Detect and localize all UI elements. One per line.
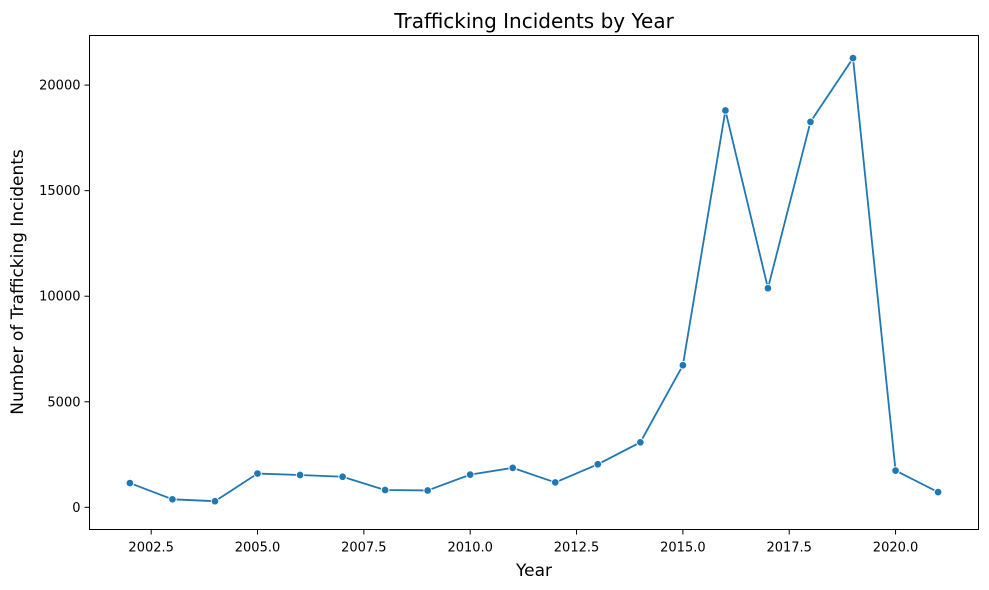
data-point [508,463,517,473]
data-point [678,361,688,370]
data-point [933,487,943,497]
x-tick-label: 2005.0 [235,541,281,556]
data-point [593,460,603,469]
x-tick-label: 2012.5 [554,541,600,556]
data-point [551,478,560,487]
y-tick-label: 15000 [39,184,80,199]
y-axis-label: Number of Trafficking Incidents [8,149,28,415]
x-tick-label: 2017.5 [766,541,812,556]
data-point [380,485,390,495]
y-tick-label: 10000 [39,290,80,305]
plot-frame [89,35,979,530]
data-point [721,106,730,115]
data-point [636,438,645,447]
data-point [763,283,773,293]
x-axis-label: Year [515,561,552,581]
y-tick-label: 0 [72,501,80,516]
x-tick-label: 2020.0 [873,541,919,556]
series-line [129,57,939,503]
data-point [465,470,475,479]
y-tick-label: 20000 [39,79,80,94]
data-point [806,117,815,127]
data-point [423,486,432,495]
data-point [848,53,858,63]
x-tick-label: 2007.5 [341,541,387,556]
series-layer [125,53,943,506]
y-tick-label: 5000 [47,395,80,410]
y-axis: 0 5000 10000 15000 20000 [39,79,90,516]
data-point [253,469,262,478]
x-tick-label: 2010.0 [447,541,493,556]
data-point [295,470,305,480]
chart-title: Trafficking Incidents by Year [393,9,674,33]
plot-area: 2002.5 2005.0 2007.5 2010.0 2012.5 2015.0 2017… [39,35,979,556]
x-tick-label: 2015.0 [660,541,706,556]
data-point [168,495,177,504]
x-tick-label: 2002.5 [128,541,174,556]
data-point [891,466,900,475]
x-axis: 2002.5 2005.0 2007.5 2010.0 2012.5 2015.0 2017… [128,529,919,556]
data-point [338,472,347,481]
data-point [125,478,135,488]
data-point [210,496,220,506]
